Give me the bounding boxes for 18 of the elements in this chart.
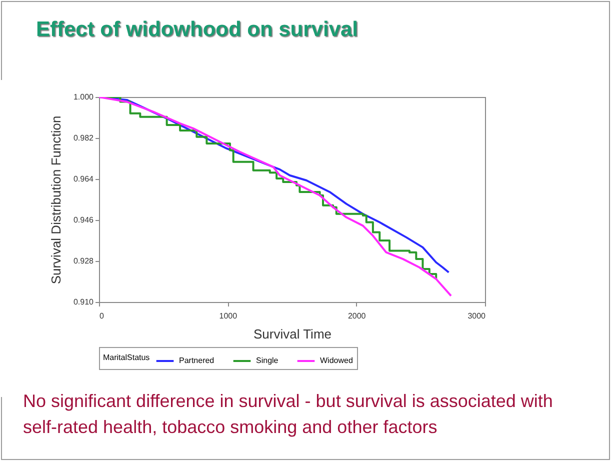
y-tick-label: 0.946 xyxy=(73,216,94,224)
y-axis-title: Survival Distribution Function xyxy=(48,116,64,284)
chart-title: Effect of widowhood on survival xyxy=(36,18,358,42)
y-tick-label: 0.910 xyxy=(73,298,94,306)
x-tick-label: 2000 xyxy=(348,312,366,320)
x-axis-title: Survival Time xyxy=(253,326,332,342)
legend-label: Single xyxy=(256,356,279,365)
legend-label: Partnered xyxy=(179,356,214,365)
x-tick-label: 1000 xyxy=(219,312,238,320)
legend-title: MaritalStatus xyxy=(103,353,150,362)
legend-label: Widowed xyxy=(320,356,353,365)
y-tick-label: 1.000 xyxy=(73,92,94,102)
y-tick-label: 0.964 xyxy=(73,174,94,184)
y-tick-label: 0.928 xyxy=(73,256,94,266)
x-tick-label: 0 xyxy=(100,312,104,320)
x-tick-label: 3000 xyxy=(468,312,486,320)
y-tick-label: 0.982 xyxy=(73,134,94,142)
text: No significant difference in survival - but survival is associated with self-rated health, tobacco smoking and other factors xyxy=(23,390,554,439)
